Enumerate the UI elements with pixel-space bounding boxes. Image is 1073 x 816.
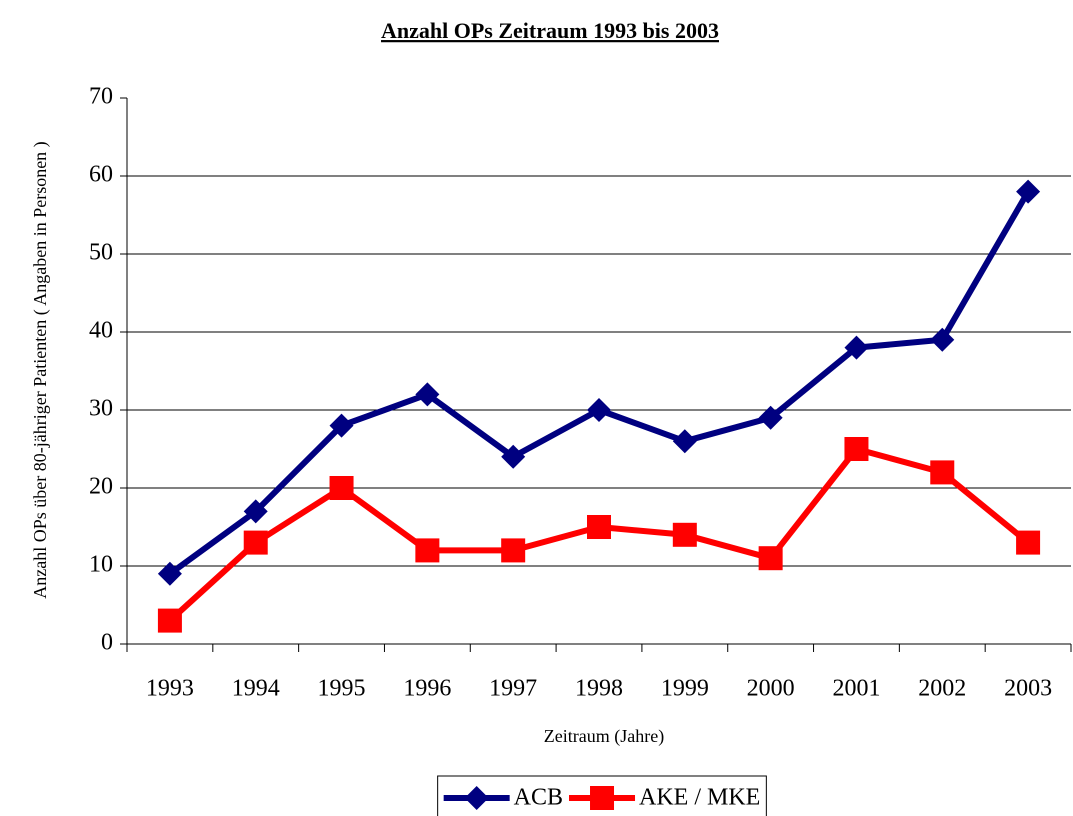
data-point xyxy=(329,476,354,500)
data-point xyxy=(587,515,611,539)
y-tick-label: 30 xyxy=(89,396,113,422)
data-point xyxy=(415,382,440,407)
x-tick-label: 1995 xyxy=(318,676,366,702)
y-tick-label: 60 xyxy=(89,162,113,188)
y-tick-label: 50 xyxy=(89,240,113,266)
x-tick-label: 2000 xyxy=(747,676,795,702)
data-point xyxy=(672,522,697,547)
x-tick-label: 1993 xyxy=(146,676,194,702)
legend-label: ACB xyxy=(514,785,563,811)
data-point xyxy=(672,429,697,454)
data-point xyxy=(758,405,783,430)
x-tick-label: 1998 xyxy=(575,676,623,702)
x-tick-label: 2002 xyxy=(918,676,966,702)
data-point xyxy=(157,608,182,633)
x-tick-label: 1997 xyxy=(489,676,537,702)
data-point xyxy=(243,499,268,524)
legend-box xyxy=(437,775,767,816)
y-tick-label: 70 xyxy=(89,84,113,110)
x-tick-label: 2001 xyxy=(832,676,880,702)
legend-marker xyxy=(464,786,489,810)
data-point xyxy=(329,413,354,438)
data-point xyxy=(758,546,783,571)
chart-title: Anzahl OPs Zeitraum 1993 bis 2003 xyxy=(381,18,719,43)
data-point xyxy=(415,538,440,563)
data-point xyxy=(844,335,869,360)
data-point xyxy=(587,398,611,422)
data-point xyxy=(501,538,526,563)
data-point xyxy=(1016,179,1041,204)
data-point xyxy=(1016,530,1041,555)
x-tick-label: 1999 xyxy=(661,676,709,702)
data-point xyxy=(501,444,526,469)
y-axis-label: Anzahl OPs über 80-jähriger Patienten ( … xyxy=(30,141,50,599)
data-point xyxy=(157,561,182,586)
data-point xyxy=(930,327,955,352)
x-tick-label: 1996 xyxy=(403,676,451,702)
data-point xyxy=(243,530,268,555)
y-tick-label: 0 xyxy=(101,630,113,656)
x-axis-label: Zeitraum (Jahre) xyxy=(544,726,664,747)
y-tick-label: 10 xyxy=(89,552,113,578)
data-point xyxy=(844,437,869,461)
legend: ACB AKE / MKE xyxy=(437,775,767,816)
x-tick-label: 2003 xyxy=(1004,676,1052,702)
legend-marker xyxy=(590,786,615,810)
y-tick-label: 40 xyxy=(89,318,113,344)
data-point xyxy=(930,460,955,485)
x-tick-label: 1994 xyxy=(232,676,280,702)
legend-label: AKE / MKE xyxy=(639,785,760,811)
y-tick-label: 20 xyxy=(89,474,113,500)
